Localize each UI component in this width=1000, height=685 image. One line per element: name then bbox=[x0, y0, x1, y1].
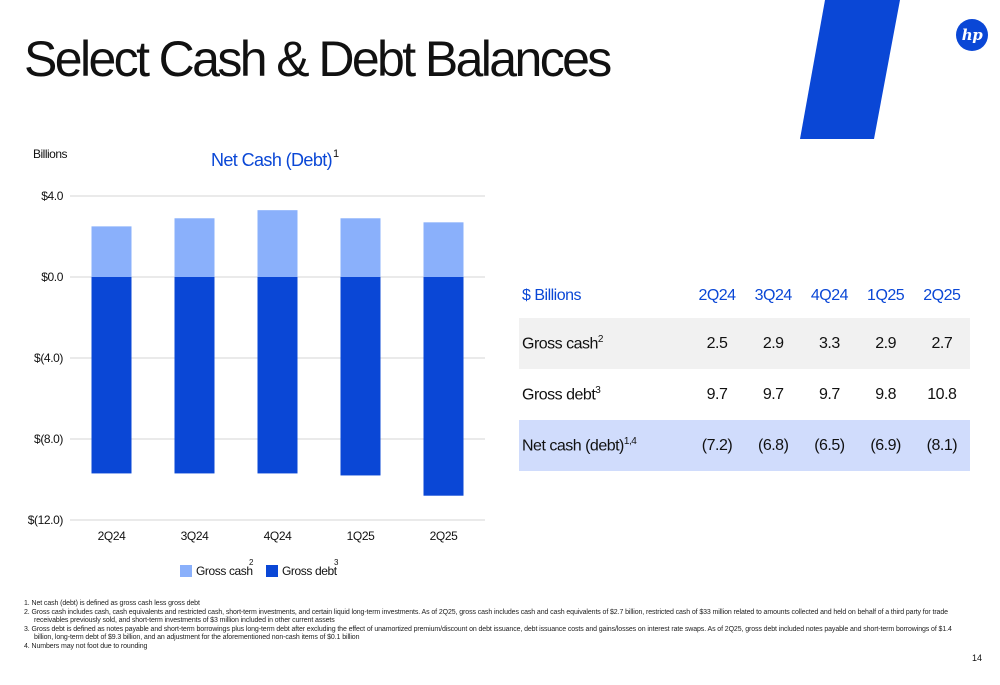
footnotes: 1. Net cash (debt) is defined as gross c… bbox=[24, 600, 954, 652]
footnote: 2. Gross cash includes cash, cash equiva… bbox=[24, 608, 948, 625]
row-label-text: Gross debt bbox=[522, 386, 596, 404]
chart-title: Net Cash (Debt)1 bbox=[211, 148, 339, 171]
row-label: Gross cash2 bbox=[519, 318, 689, 369]
table-cell: (7.2) bbox=[701, 436, 733, 454]
chart-title-footnote-ref: 1 bbox=[333, 148, 339, 160]
bar-gross-cash bbox=[91, 226, 132, 277]
table-cell: 3.3 bbox=[819, 334, 840, 352]
table-cell: (6.9) bbox=[870, 436, 901, 454]
row-label: Gross debt3 bbox=[519, 369, 689, 420]
row-label-text: Gross cash bbox=[522, 335, 598, 353]
table-cell: (6.8) bbox=[758, 436, 789, 454]
page-number: 14 bbox=[972, 653, 983, 663]
x-tick-label: 3Q24 bbox=[181, 529, 209, 543]
bar-gross-cash bbox=[257, 210, 298, 277]
legend-label-gross-debt: Gross debt bbox=[282, 564, 337, 578]
table-cell: 2.5 bbox=[706, 334, 728, 352]
legend-swatch-gross-debt bbox=[266, 565, 278, 577]
x-tick-label: 4Q24 bbox=[264, 529, 292, 543]
table-header-cell: $ Billions bbox=[522, 287, 582, 304]
table-cell: 2.9 bbox=[762, 334, 784, 352]
x-tick-label: 2Q24 bbox=[98, 529, 126, 543]
legend-swatch-gross-cash bbox=[180, 565, 192, 577]
y-tick-label: $(8.0) bbox=[34, 432, 63, 446]
table-cell: 9.8 bbox=[875, 385, 896, 403]
x-tick-label: 1Q25 bbox=[347, 529, 375, 543]
table-header-cell: 3Q24 bbox=[754, 287, 793, 304]
row-label: Net cash (debt)1,4 bbox=[519, 420, 689, 471]
chart-ylabel: Billions bbox=[33, 147, 68, 161]
table-header-cell: 2Q24 bbox=[698, 287, 736, 304]
y-tick-label: $(4.0) bbox=[34, 351, 63, 365]
table-row-net-cash: Net cash (debt)1,4 (7.2) (6.8) (6.5) (6.… bbox=[519, 420, 970, 471]
table-row-gross-debt: Gross debt3 9.7 9.7 9.7 9.8 10.8 bbox=[519, 369, 970, 420]
bar-gross-cash bbox=[174, 218, 215, 277]
page-title: Select Cash & Debt Balances bbox=[24, 31, 612, 87]
row-label-text: Net cash (debt) bbox=[522, 437, 624, 455]
net-cash-chart: $4.0 $0.0 $(4.0) $(8.0) $(12.0) 2Q24 3Q24 4Q24 1… bbox=[28, 189, 485, 543]
y-tick-label: $0.0 bbox=[41, 270, 63, 284]
cash-debt-table: $ Billions 2Q24 3Q24 4Q24 1Q25 2Q25 Gros… bbox=[519, 274, 970, 471]
table-header-cell: 1Q25 bbox=[867, 287, 905, 304]
bar-gross-debt bbox=[91, 277, 132, 474]
bar-gross-cash bbox=[423, 222, 464, 277]
hp-logo: hp bbox=[956, 19, 988, 51]
table-cell: 10.8 bbox=[927, 385, 957, 403]
table-cell: 2.9 bbox=[875, 334, 896, 352]
chart-title-text: Net Cash (Debt) bbox=[211, 150, 333, 170]
table-row-gross-cash: Gross cash2 2.5 2.9 3.3 2.9 2.7 bbox=[519, 318, 970, 369]
table-cell: 9.7 bbox=[762, 385, 784, 403]
table-header-cell: 2Q25 bbox=[923, 287, 961, 304]
legend-label-gross-cash: Gross cash bbox=[196, 564, 253, 578]
bar-gross-cash bbox=[340, 218, 381, 277]
bar-gross-debt bbox=[340, 277, 381, 476]
table-cell: 9.7 bbox=[819, 385, 840, 403]
footnote: 4. Numbers may not foot due to rounding bbox=[24, 642, 148, 650]
table-cell: (6.5) bbox=[814, 436, 845, 454]
footnote: 1. Net cash (debt) is defined as gross c… bbox=[24, 600, 200, 607]
x-tick-label: 2Q25 bbox=[430, 529, 458, 543]
footnote: 3. Gross debt is defined as notes payabl… bbox=[24, 625, 952, 642]
row-label-footnote-ref: 3 bbox=[595, 384, 601, 396]
table-cell: (8.1) bbox=[926, 436, 958, 454]
y-tick-label: $4.0 bbox=[41, 189, 63, 203]
bar-gross-debt bbox=[257, 277, 298, 474]
row-label-footnote-ref: 2 bbox=[597, 333, 604, 345]
table-cell: 9.7 bbox=[706, 385, 728, 403]
table-cell: 2.7 bbox=[931, 334, 953, 352]
row-label-footnote-ref: 1,4 bbox=[623, 435, 637, 447]
bar-gross-debt bbox=[174, 277, 215, 474]
bar-gross-debt bbox=[423, 277, 464, 496]
table-header-cell: 4Q24 bbox=[810, 287, 849, 304]
legend-sup-gross-debt: 3 bbox=[334, 558, 339, 567]
y-tick-label: $(12.0) bbox=[28, 513, 64, 527]
table-header-row: $ Billions 2Q24 3Q24 4Q24 1Q25 2Q25 bbox=[519, 274, 970, 318]
legend-sup-gross-cash: 2 bbox=[249, 558, 254, 567]
